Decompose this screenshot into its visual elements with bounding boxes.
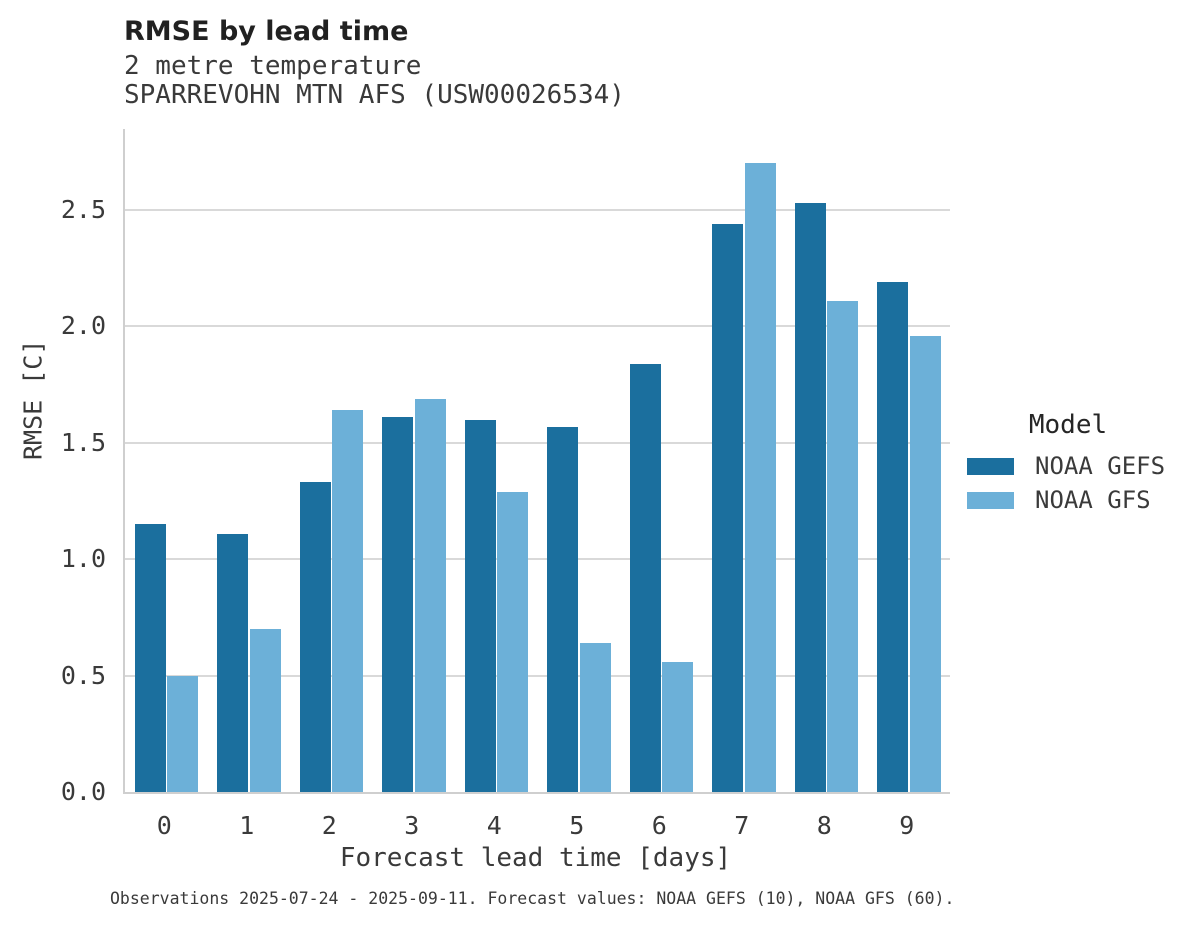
- x-tick-label-2: 2: [321, 811, 337, 840]
- legend: Model NOAA GEFS NOAA GFS: [967, 410, 1169, 517]
- y-tick-label-0.5: 0.5: [60, 660, 106, 690]
- bar-noaa-gfs-lead-6: [662, 661, 693, 792]
- bar-noaa-gfs-lead-8: [827, 300, 858, 792]
- y-tick-label-2.5: 2.5: [60, 194, 106, 224]
- bar-noaa-gefs-lead-4: [464, 419, 496, 792]
- legend-label-noaa-gfs: NOAA GFS: [1035, 486, 1151, 514]
- x-tick-label-9: 9: [899, 811, 915, 840]
- x-tick-label-4: 4: [486, 811, 502, 840]
- gridline-y-1.5: [125, 441, 950, 444]
- gridline-y-2: [125, 325, 950, 328]
- chart-subtitle-station: SPARREVOHN MTN AFS (USW00026534): [124, 80, 625, 110]
- bar-noaa-gfs-lead-4: [497, 491, 528, 792]
- bar-noaa-gefs-lead-7: [712, 223, 743, 792]
- x-tick-label-7: 7: [734, 811, 750, 840]
- bar-noaa-gfs-lead-0: [167, 675, 198, 792]
- gridline-y-1: [125, 558, 950, 561]
- bar-noaa-gefs-lead-1: [217, 533, 248, 792]
- y-tick-label-1.0: 1.0: [60, 544, 106, 574]
- bar-noaa-gefs-lead-2: [299, 482, 331, 792]
- bar-noaa-gefs-lead-6: [629, 363, 661, 792]
- legend-title: Model: [1028, 410, 1108, 440]
- bar-noaa-gfs-lead-2: [332, 410, 363, 792]
- legend-item-noaa-gfs: NOAA GFS: [967, 483, 1169, 517]
- x-tick-label-5: 5: [569, 811, 585, 840]
- bar-noaa-gfs-lead-9: [909, 335, 941, 792]
- y-tick-label-2.0: 2.0: [60, 311, 106, 341]
- gridline-y-0.5: [125, 674, 950, 677]
- x-tick-label-0: 0: [156, 811, 172, 840]
- y-tick-label-1.5: 1.5: [60, 427, 106, 457]
- bar-noaa-gefs-lead-9: [877, 282, 908, 792]
- x-axis-title: Forecast lead time [days]: [339, 843, 732, 873]
- x-tick-label-8: 8: [816, 811, 832, 840]
- x-tick-label-1: 1: [239, 811, 255, 840]
- bar-noaa-gfs-lead-7: [744, 163, 776, 792]
- chart-subtitle-variable: 2 metre temperature: [124, 51, 422, 81]
- bar-noaa-gfs-lead-3: [414, 398, 446, 792]
- legend-swatch-noaa-gefs: [967, 457, 1014, 475]
- plot-area: [123, 129, 950, 794]
- gridline-y-2.5: [125, 209, 950, 211]
- x-tick-label-6: 6: [651, 811, 667, 840]
- legend-items: NOAA GEFS NOAA GFS: [967, 449, 1169, 517]
- y-tick-label-0.0: 0.0: [60, 776, 106, 806]
- bar-noaa-gefs-lead-0: [134, 524, 166, 792]
- bar-noaa-gefs-lead-8: [794, 203, 826, 792]
- legend-swatch-noaa-gfs: [967, 491, 1014, 509]
- bar-noaa-gefs-lead-5: [547, 426, 578, 792]
- bar-noaa-gfs-lead-5: [579, 643, 611, 792]
- x-tick-label-3: 3: [404, 811, 420, 840]
- caption: Observations 2025-07-24 - 2025-09-11. Fo…: [110, 889, 955, 908]
- chart-title: RMSE by lead time: [124, 16, 409, 47]
- legend-label-noaa-gefs: NOAA GEFS: [1035, 452, 1166, 480]
- bar-noaa-gfs-lead-1: [249, 629, 281, 792]
- bar-noaa-gefs-lead-3: [382, 417, 413, 792]
- legend-item-noaa-gefs: NOAA GEFS: [967, 449, 1169, 483]
